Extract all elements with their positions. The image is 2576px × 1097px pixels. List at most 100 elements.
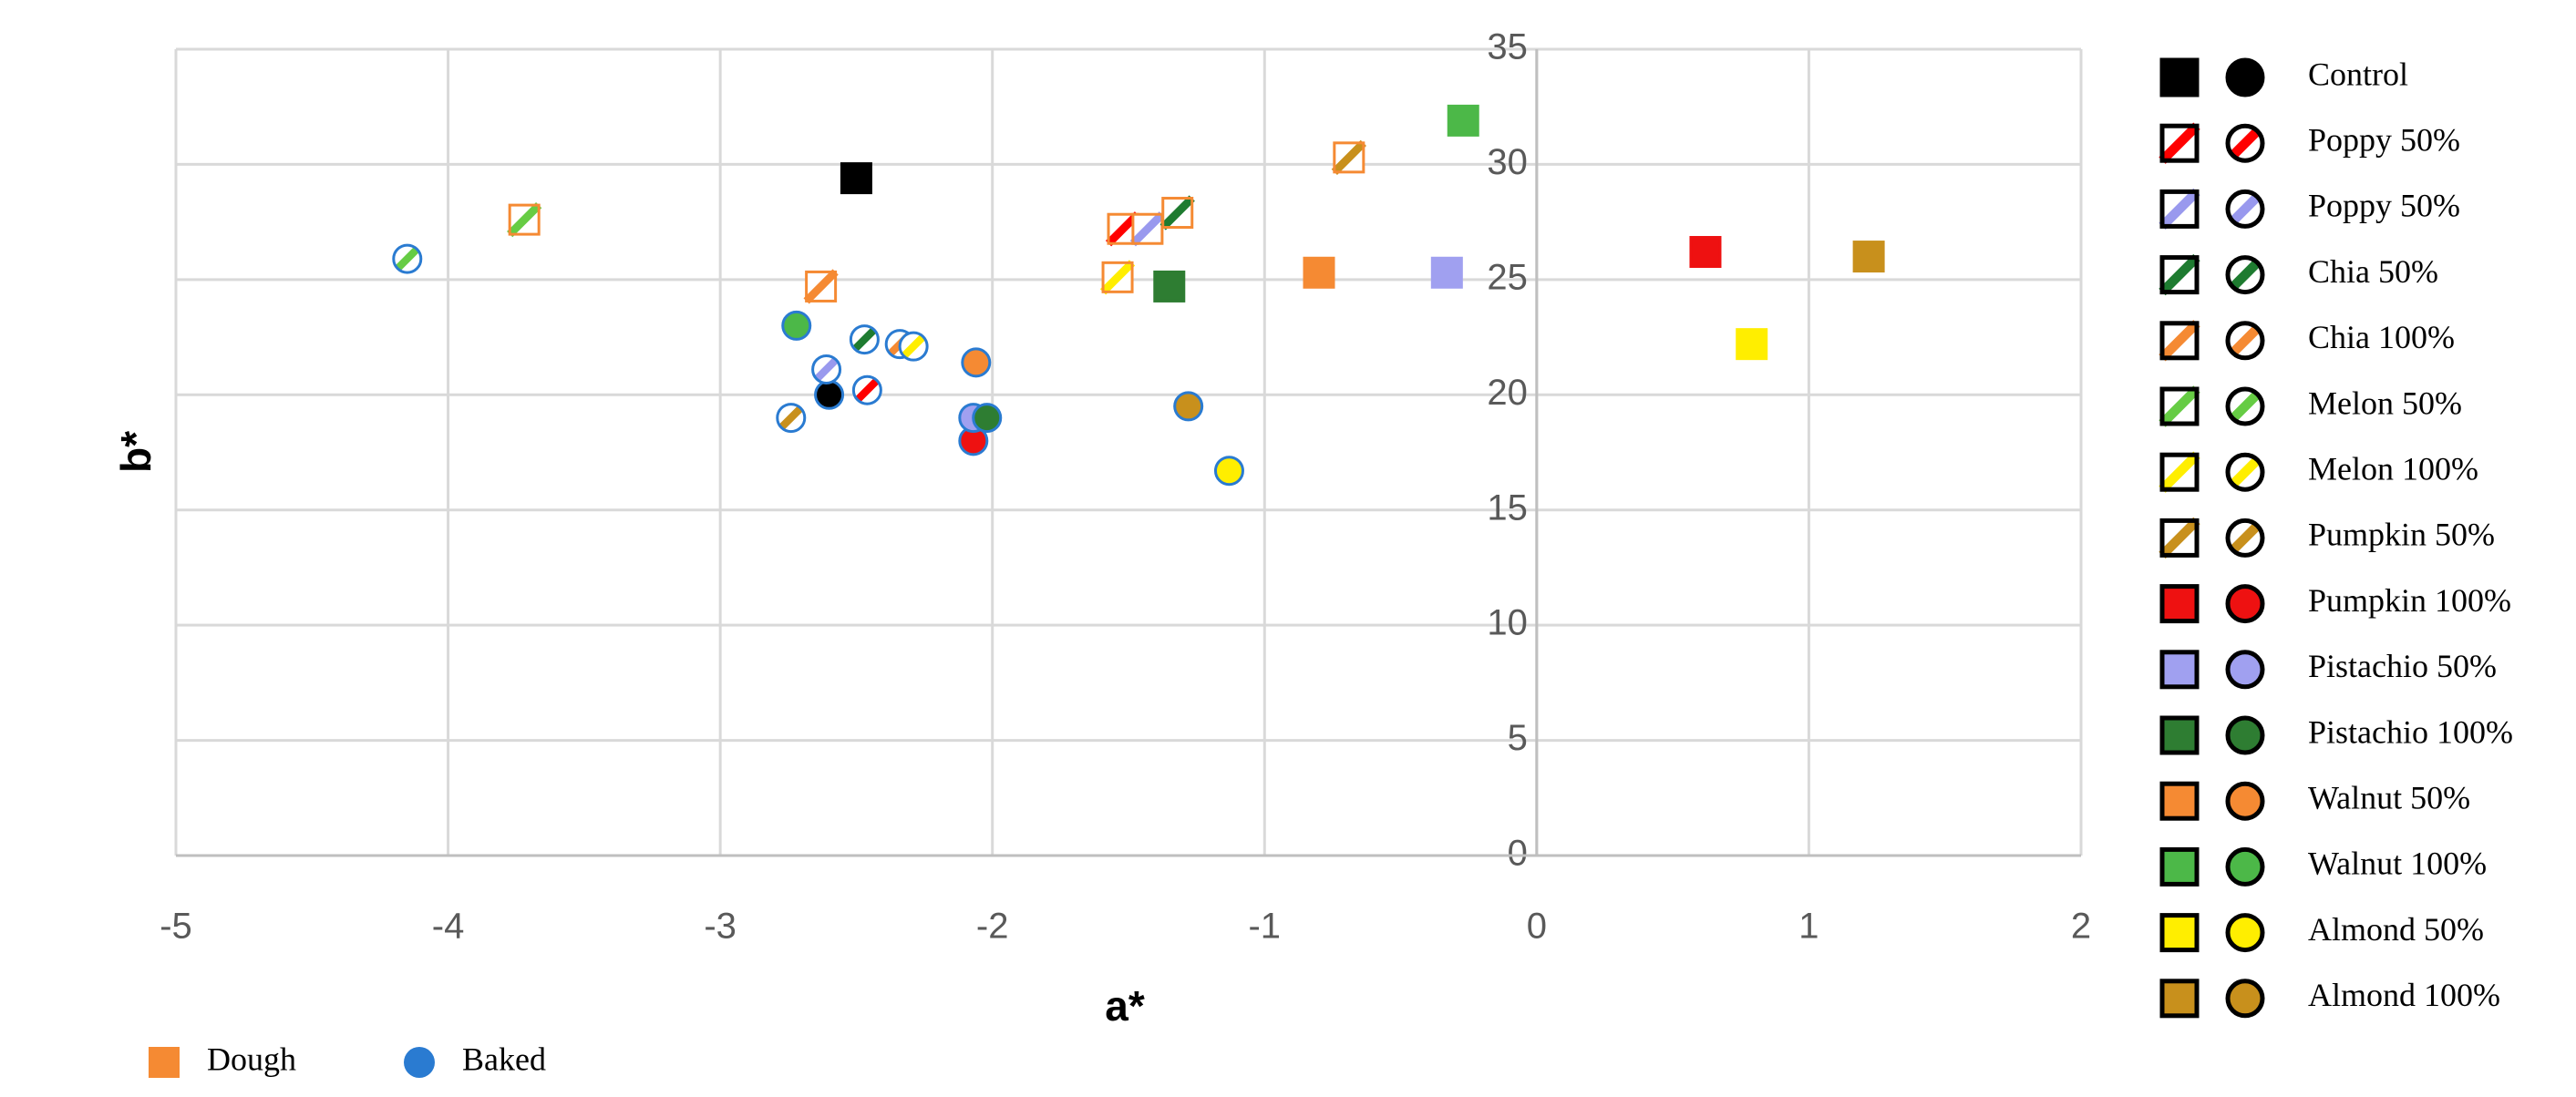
legend-swatch xyxy=(2159,979,2200,1019)
point xyxy=(961,347,992,378)
marker-stripe xyxy=(2230,391,2261,422)
marker-stripe xyxy=(803,269,839,304)
legend-swatch xyxy=(2225,57,2265,97)
legend-label: Baked xyxy=(462,1041,546,1077)
marker-outline xyxy=(1101,261,1134,293)
marker-stripe xyxy=(2159,320,2200,362)
marker-outline xyxy=(2159,452,2200,492)
legend-swatch xyxy=(2225,846,2265,887)
point xyxy=(1213,456,1244,487)
marker-outline xyxy=(1131,212,1164,245)
marker-outline xyxy=(1852,241,1885,273)
marker-outline xyxy=(1161,197,1194,230)
marker-outline xyxy=(961,347,992,378)
x-tick-label: -5 xyxy=(160,907,192,947)
marker-outline xyxy=(2159,715,2200,755)
marker-outline xyxy=(2159,386,2200,426)
marker-body xyxy=(2162,718,2197,753)
marker-body xyxy=(1736,329,1767,359)
marker-outline xyxy=(2225,584,2265,624)
marker-outline xyxy=(1173,391,1204,422)
marker-stripe xyxy=(778,405,804,430)
legend-label: Pistachio 50% xyxy=(2308,648,2497,684)
marker-outline xyxy=(508,203,541,236)
marker-outline xyxy=(1333,141,1365,174)
marker-outline xyxy=(1447,104,1479,137)
y-tick-label: 5 xyxy=(1508,718,1528,758)
legend-label: Walnut 100% xyxy=(2308,846,2487,882)
marker-outline xyxy=(2225,386,2265,426)
point xyxy=(1173,391,1204,422)
marker-stripe xyxy=(2159,188,2200,231)
point xyxy=(811,354,842,384)
legend-label: Poppy 50% xyxy=(2308,188,2460,224)
legend-label: Dough xyxy=(207,1041,296,1077)
y-tick-label: 20 xyxy=(1487,373,1528,413)
marker-outline xyxy=(1213,456,1244,487)
marker-body xyxy=(973,404,1001,432)
point xyxy=(803,269,839,304)
marker-outline xyxy=(392,243,423,274)
marker-stripe xyxy=(851,327,877,353)
x-axis-label: a* xyxy=(1105,982,1145,1030)
legend-swatch xyxy=(2225,255,2265,295)
x-tick-label: 1 xyxy=(1798,907,1819,947)
point xyxy=(1129,211,1166,247)
marker-body xyxy=(2228,980,2262,1016)
point xyxy=(776,403,807,434)
marker-body xyxy=(1154,272,1184,302)
legend-swatch xyxy=(2159,781,2200,821)
legend-swatch xyxy=(2225,715,2265,755)
marker-stripe xyxy=(2159,253,2200,296)
legend-swatch xyxy=(2159,913,2200,953)
marker-stripe xyxy=(2230,456,2261,488)
legend-swatch xyxy=(2225,123,2265,163)
marker-stripe xyxy=(1129,211,1166,247)
marker-body xyxy=(815,381,843,409)
marker-outline xyxy=(2225,255,2265,295)
y-axis-label: b* xyxy=(112,431,160,473)
legend-label: Chia 50% xyxy=(2308,253,2438,290)
marker-body xyxy=(2162,60,2197,95)
legend-label: Poppy 50% xyxy=(2308,121,2460,158)
legend-swatch xyxy=(2159,584,2200,624)
marker-body xyxy=(782,312,810,340)
marker-body xyxy=(2228,915,2262,950)
marker-outline xyxy=(898,331,929,362)
point xyxy=(814,379,845,410)
legend-swatch xyxy=(2159,517,2200,559)
y-tick-label: 0 xyxy=(1508,834,1528,874)
point xyxy=(1331,139,1366,175)
point xyxy=(849,324,880,355)
y-tick-label: 10 xyxy=(1487,603,1528,643)
legend-swatch xyxy=(2159,846,2200,887)
legend-swatch xyxy=(2225,386,2265,426)
legend-swatch xyxy=(2159,122,2200,164)
marker-stripe xyxy=(2159,122,2200,164)
marker-outline xyxy=(1736,328,1768,361)
y-tick-label: 25 xyxy=(1487,257,1528,297)
marker-outline xyxy=(2225,518,2265,558)
marker-stripe xyxy=(2159,517,2200,559)
y-tick-label: 30 xyxy=(1487,142,1528,182)
marker-outline xyxy=(811,354,842,384)
legend-label: Walnut 50% xyxy=(2308,779,2470,815)
marker-stripe xyxy=(814,357,840,382)
marker-body xyxy=(2228,718,2262,753)
legend-swatch xyxy=(2159,253,2200,296)
marker-body xyxy=(1304,258,1334,288)
marker-body xyxy=(2228,586,2262,621)
legend-swatch xyxy=(2159,385,2200,427)
marker-outline xyxy=(2225,189,2265,229)
legend-swatch xyxy=(2159,650,2200,690)
x-tick-label: -1 xyxy=(1248,907,1281,947)
marker-stripe xyxy=(2230,324,2261,356)
legend-swatch xyxy=(2225,321,2265,361)
marker-outline xyxy=(1153,270,1186,302)
legend-swatch xyxy=(2159,188,2200,231)
marker-outline xyxy=(2159,321,2200,361)
legend-label: Melon 100% xyxy=(2308,450,2478,487)
marker-outline xyxy=(840,162,872,195)
marker-outline xyxy=(2225,452,2265,492)
